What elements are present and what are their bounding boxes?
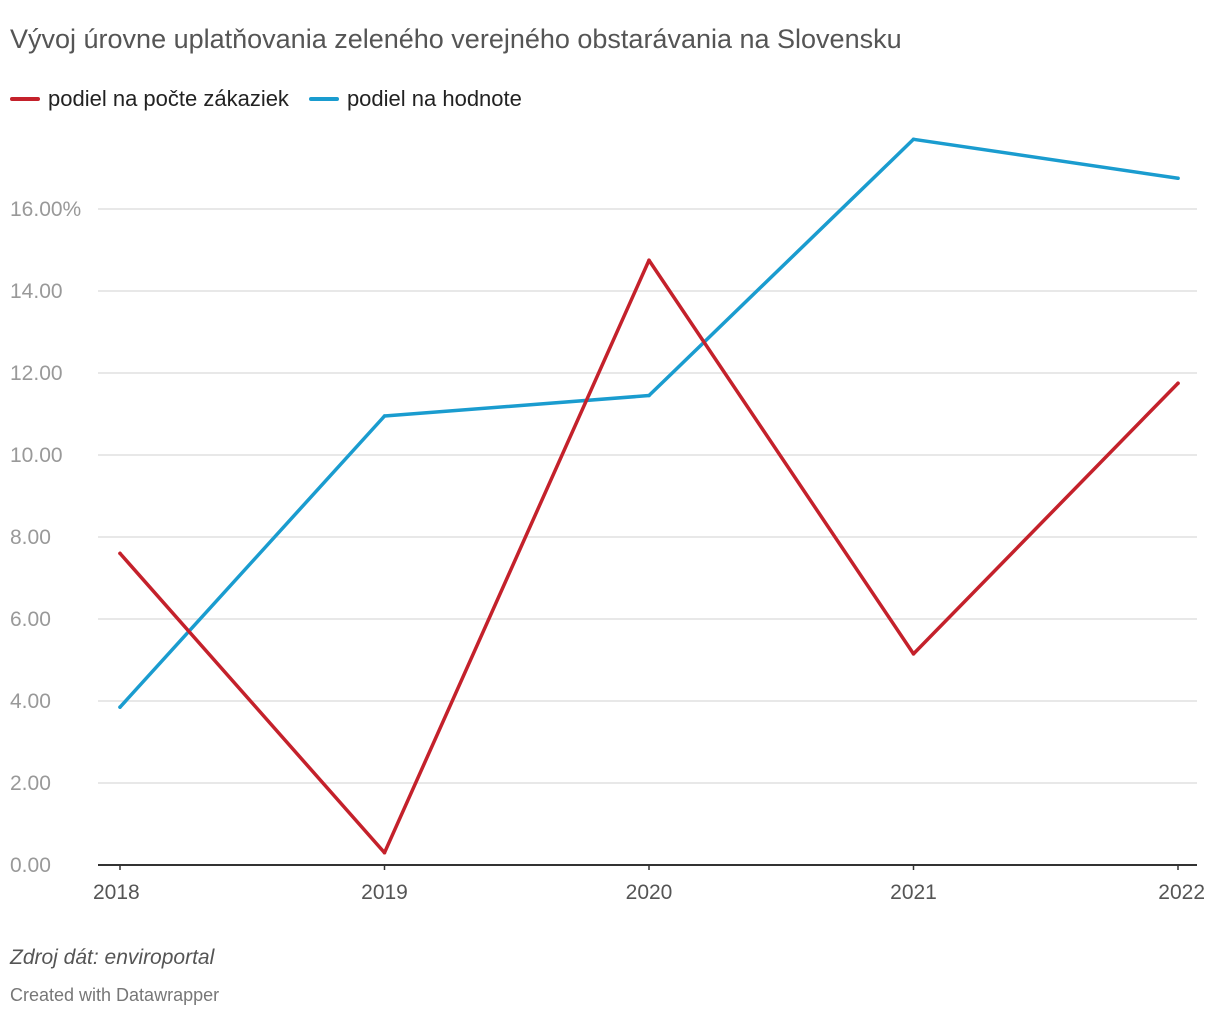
y-tick-label: 16.00% — [10, 198, 81, 221]
x-tick-label: 2018 — [93, 881, 140, 904]
x-tick-label: 2020 — [626, 881, 673, 904]
y-tick-label: 8.00 — [10, 526, 51, 549]
legend-label-pocet: podiel na počte zákaziek — [48, 86, 289, 111]
y-tick-label: 14.00 — [10, 280, 63, 303]
credit-note: Created with Datawrapper — [10, 985, 220, 1005]
data-point-hodnota — [1176, 176, 1180, 180]
legend: podiel na počte zákaziek podiel na hodno… — [10, 86, 542, 112]
data-point-pocet — [118, 551, 122, 556]
data-point-pocet — [647, 258, 651, 262]
legend-item-hodnota: podiel na hodnote — [308, 86, 522, 112]
y-tick-label: 10.00 — [10, 444, 63, 467]
legend-item-pocet: podiel na počte zákaziek — [10, 86, 289, 112]
data-point-pocet — [382, 850, 387, 855]
legend-swatch-hodnota — [308, 97, 339, 101]
legend-label-hodnota: podiel na hodnote — [346, 86, 522, 111]
data-point-hodnota — [118, 705, 122, 709]
x-tick-label: 2022 — [1158, 881, 1205, 904]
chart-title: Vývoj úrovne uplatňovania zeleného verej… — [10, 24, 902, 54]
data-point-pocet — [1176, 381, 1180, 385]
axes: 0.00 2.00 4.00 6.00 8.00 10.00 12.00 14.00 16.00… — [10, 198, 1205, 904]
y-tick-label: 0.00 — [10, 854, 51, 877]
legend-swatch-pocet — [10, 97, 40, 101]
data-point-pocet — [911, 652, 916, 656]
y-tick-label: 6.00 — [10, 608, 51, 631]
y-tick-label: 2.00 — [10, 772, 51, 795]
source-note: Zdroj dát: enviroportal — [10, 946, 215, 969]
y-tick-label: 4.00 — [10, 690, 51, 713]
series-line-pocet — [118, 258, 1180, 855]
series-line-hodnota — [118, 137, 1180, 709]
y-tick-label: 12.00 — [10, 362, 63, 385]
data-point-hodnota — [911, 137, 916, 142]
data-point-hodnota — [647, 393, 651, 398]
series-lines — [118, 137, 1180, 855]
grid-lines — [98, 208, 1197, 784]
data-point-hodnota — [382, 414, 387, 418]
x-tick-label: 2021 — [890, 881, 937, 904]
x-tick-label: 2019 — [361, 881, 408, 904]
